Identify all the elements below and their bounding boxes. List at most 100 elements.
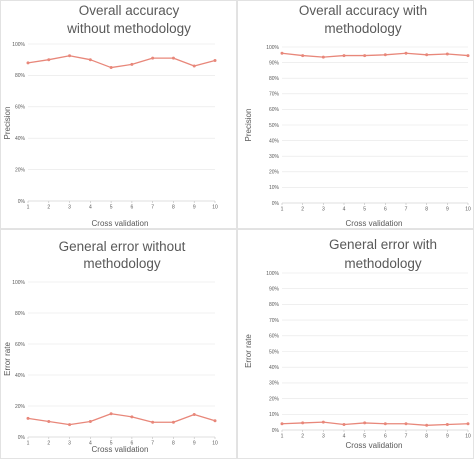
y-tick-label: 60% bbox=[15, 105, 26, 111]
y-tick-label: 100% bbox=[266, 45, 279, 51]
series-line bbox=[27, 55, 216, 69]
x-tick-label: 8 bbox=[172, 205, 175, 211]
data-point bbox=[151, 420, 155, 424]
data-point bbox=[109, 66, 113, 70]
y-tick-label: 50% bbox=[269, 123, 280, 129]
x-tick-label: 3 bbox=[68, 205, 71, 211]
x-tick-label: 10 bbox=[212, 205, 218, 211]
y-tick-label: 80% bbox=[15, 73, 26, 79]
x-tick-label: 5 bbox=[363, 434, 366, 440]
x-tick-label: 10 bbox=[465, 207, 471, 213]
series-line bbox=[281, 52, 469, 58]
y-tick-label: 100% bbox=[266, 271, 279, 277]
x-tick-label: 4 bbox=[89, 205, 92, 211]
x-tick-label: 1 bbox=[27, 205, 30, 211]
y-tick-label: 70% bbox=[269, 318, 280, 324]
data-point bbox=[68, 423, 72, 427]
data-point bbox=[404, 51, 408, 55]
x-axis-title: Cross validation bbox=[346, 441, 403, 450]
x-tick-label: 7 bbox=[405, 434, 408, 440]
data-point bbox=[213, 419, 217, 423]
data-point bbox=[466, 422, 470, 426]
x-tick-label: 5 bbox=[110, 205, 113, 211]
data-point bbox=[342, 423, 346, 427]
x-tick-label: 10 bbox=[212, 441, 218, 447]
x-tick-label: 7 bbox=[151, 441, 154, 447]
x-tick-label: 8 bbox=[425, 434, 428, 440]
x-tick-label: 9 bbox=[446, 207, 449, 213]
x-tick-label: 6 bbox=[384, 207, 387, 213]
chart-2: Overall accuracy with methodology 0% 10% 20%… bbox=[237, 0, 474, 229]
x-tick-label: 9 bbox=[193, 205, 196, 211]
y-tick-label: 90% bbox=[269, 287, 280, 293]
x-tick-label: 2 bbox=[47, 205, 50, 211]
y-tick-label: 20% bbox=[15, 404, 26, 410]
series-line bbox=[281, 421, 469, 426]
x-tick-label: 3 bbox=[322, 207, 325, 213]
chart-title-line: without methodology bbox=[66, 21, 191, 36]
x-axis-title: Cross validation bbox=[346, 219, 403, 228]
x-tick-label: 1 bbox=[281, 434, 284, 440]
data-point bbox=[109, 412, 113, 416]
data-point bbox=[213, 58, 217, 62]
chart-title-line: methodology bbox=[324, 21, 402, 36]
data-point bbox=[151, 56, 155, 60]
chart-title-line: Overall accuracy with bbox=[299, 3, 427, 18]
y-tick-label: 0% bbox=[272, 428, 280, 434]
y-tick-label: 90% bbox=[269, 60, 280, 66]
data-point bbox=[171, 420, 175, 424]
chart-title-line: methodology bbox=[344, 256, 422, 271]
x-tick-label: 2 bbox=[301, 434, 304, 440]
data-point bbox=[47, 420, 51, 423]
chart-title-line: Overall accuracy bbox=[79, 3, 180, 18]
y-tick-label: 100% bbox=[12, 42, 25, 48]
chart-title-line: General error without bbox=[59, 239, 186, 254]
chart-1: Overall accuracy without methodology 0% 20%… bbox=[0, 0, 237, 229]
x-tick-label: 6 bbox=[130, 205, 133, 211]
x-tick-label: 2 bbox=[47, 441, 50, 447]
chart-panel-border bbox=[0, 0, 237, 229]
data-point bbox=[68, 54, 72, 58]
data-point bbox=[342, 54, 346, 58]
data-point bbox=[301, 54, 305, 58]
data-point bbox=[445, 52, 449, 56]
y-tick-label: 40% bbox=[269, 365, 280, 371]
data-point bbox=[425, 53, 429, 57]
x-tick-label: 7 bbox=[151, 205, 154, 211]
y-axis-title: Precision bbox=[3, 107, 12, 140]
y-tick-label: 20% bbox=[269, 170, 280, 176]
data-point bbox=[130, 62, 134, 66]
y-tick-label: 80% bbox=[269, 76, 280, 82]
data-point bbox=[192, 413, 196, 417]
y-tick-label: 80% bbox=[269, 302, 280, 308]
x-tick-label: 9 bbox=[446, 434, 449, 440]
y-tick-label: 0% bbox=[18, 435, 26, 441]
y-tick-label: 10% bbox=[269, 412, 280, 418]
y-tick-label: 70% bbox=[269, 92, 280, 98]
x-tick-label: 6 bbox=[130, 441, 133, 447]
y-tick-label: 20% bbox=[15, 167, 26, 173]
x-tick-label: 1 bbox=[27, 441, 30, 447]
y-tick-label: 0% bbox=[18, 199, 26, 205]
x-tick-label: 3 bbox=[68, 441, 71, 447]
y-axis-title: Error rate bbox=[244, 334, 253, 368]
data-point bbox=[280, 422, 284, 426]
x-tick-label: 5 bbox=[110, 441, 113, 447]
data-point bbox=[47, 58, 51, 62]
y-tick-label: 0% bbox=[272, 201, 280, 207]
data-point bbox=[383, 422, 387, 426]
y-tick-label: 40% bbox=[269, 138, 280, 144]
data-point bbox=[321, 420, 325, 424]
data-point bbox=[280, 51, 284, 55]
x-tick-label: 5 bbox=[363, 207, 366, 213]
data-point bbox=[383, 53, 387, 57]
x-tick-label: 8 bbox=[425, 207, 428, 213]
chart-title-line: General error with bbox=[329, 237, 437, 252]
y-tick-label: 40% bbox=[15, 136, 26, 142]
x-tick-label: 2 bbox=[301, 207, 304, 213]
y-tick-label: 60% bbox=[15, 342, 26, 348]
x-tick-label: 4 bbox=[343, 207, 346, 213]
x-tick-label: 8 bbox=[172, 441, 175, 447]
